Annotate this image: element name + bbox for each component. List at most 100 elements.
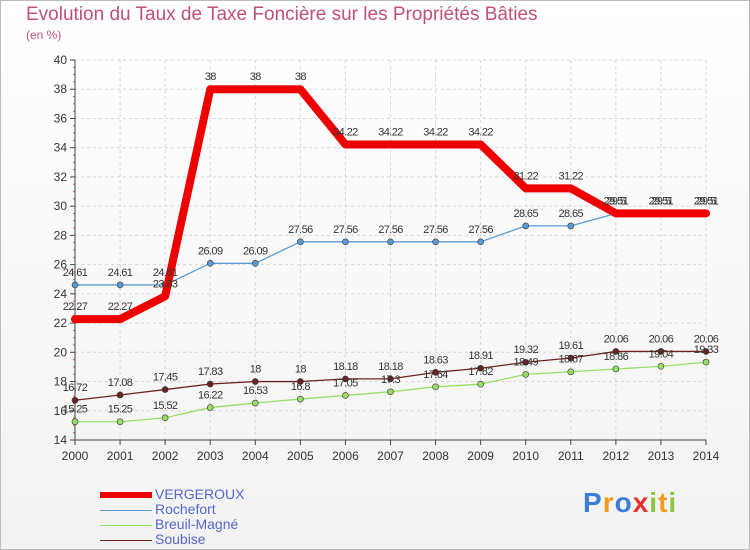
data-label: 31.22: [559, 170, 584, 182]
data-labels: 22.27 22.27 23.83 38 38 38 34.22 34.22 34.22 34.2…: [63, 71, 720, 416]
data-point: [612, 348, 620, 355]
data-point: [342, 392, 349, 399]
data-point: [117, 316, 124, 323]
data-point: [657, 210, 664, 217]
data-point: [116, 281, 124, 289]
data-label: 19.04: [649, 348, 674, 360]
x-tick-label: 2010: [512, 449, 539, 463]
data-label: 24.61: [108, 267, 133, 279]
data-label: 24.61: [63, 267, 88, 279]
x-tick-label: 2003: [197, 449, 224, 463]
axes: 14 16 18 20 22 24 26 28 30 32 34 36 38 40 2000 2001 2002…: [54, 53, 720, 463]
logo-letter: x: [632, 487, 650, 518]
legend-label: VERGEROUX: [155, 486, 245, 502]
data-point: [387, 388, 394, 396]
data-label: 29.5: [696, 195, 715, 207]
data-point: [567, 354, 575, 362]
data-label: 17.82: [468, 366, 493, 378]
y-tick-label: 14: [54, 433, 68, 447]
data-label: 29.5: [606, 195, 625, 207]
data-label: 17.08: [108, 377, 133, 389]
data-label: 18: [295, 364, 307, 376]
data-label: 17.83: [198, 366, 223, 378]
data-point: [297, 378, 304, 385]
x-tick-label: 2009: [467, 449, 494, 463]
data-point: [297, 395, 304, 403]
y-tick-label: 30: [54, 199, 68, 213]
data-point: [297, 86, 304, 93]
legend-label: Rochefort: [155, 501, 216, 517]
x-tick-label: 2013: [648, 449, 675, 463]
data-label: 18.63: [423, 354, 448, 366]
data-label: 22.27: [108, 301, 133, 313]
data-point: [657, 348, 665, 355]
data-point: [161, 414, 169, 422]
legend-label: Soubise: [155, 531, 206, 547]
logo-letter: i: [668, 487, 678, 518]
data-point: [477, 380, 484, 388]
data-point: [612, 210, 619, 217]
logo-letter: i: [649, 487, 659, 518]
data-label: 15.52: [153, 400, 178, 412]
x-tick-label: 2004: [242, 449, 269, 463]
data-label: 38: [250, 71, 262, 83]
chart-title: Evolution du Taux de Taxe Foncière sur l…: [26, 4, 538, 25]
data-label: 34.22: [468, 126, 493, 138]
data-point: [206, 380, 214, 388]
data-point: [251, 378, 259, 385]
legend-swatch-soubise: [100, 539, 152, 541]
data-label: 19.33: [694, 344, 719, 356]
data-label: 17.3: [381, 374, 400, 386]
data-point: [206, 259, 214, 267]
logo-letter: t: [658, 487, 669, 518]
data-label: 34.22: [378, 126, 403, 138]
y-tick-label: 38: [54, 82, 68, 96]
data-point: [477, 141, 484, 148]
data-label: 26.09: [198, 245, 223, 257]
data-label: 24.61: [153, 267, 178, 279]
data-label: 16.22: [198, 390, 223, 402]
data-label: 15.25: [63, 404, 88, 416]
data-point: [522, 358, 530, 366]
data-label: 28.65: [559, 208, 584, 220]
data-point: [567, 185, 574, 192]
x-tick-label: 2002: [152, 449, 179, 463]
legend-label: Breuil-Magné: [155, 516, 239, 532]
legend-swatch-breuil-magne: [100, 524, 152, 526]
data-point: [432, 238, 439, 246]
data-label: 18.91: [468, 350, 493, 362]
data-label: 27.56: [288, 224, 313, 236]
data-point: [702, 358, 710, 366]
x-tick-label: 2008: [422, 449, 449, 463]
data-point: [432, 383, 439, 391]
logo-letter: r: [602, 487, 615, 518]
data-label: 15.25: [108, 404, 133, 416]
y-tick-label: 28: [54, 228, 68, 242]
data-label: 23.83: [153, 278, 178, 290]
data-label: 18: [250, 364, 262, 376]
proxiti-logo: Proxiti: [583, 487, 677, 519]
y-tick-label: 20: [54, 345, 68, 359]
chart-subtitle: (en %): [26, 28, 62, 42]
data-label: 17.05: [333, 377, 358, 389]
x-tick-label: 2014: [693, 449, 720, 463]
data-label: 27.56: [423, 224, 448, 236]
data-point: [567, 222, 575, 230]
data-point: [432, 369, 439, 376]
x-tick-label: 2006: [332, 449, 359, 463]
y-tick-label: 22: [54, 316, 68, 330]
y-tick-label: 32: [54, 170, 68, 184]
data-point: [522, 222, 530, 230]
data-label: 18.67: [559, 354, 584, 366]
data-point: [71, 281, 79, 289]
data-label: 34.22: [333, 126, 358, 138]
data-point: [477, 238, 484, 246]
data-label: 34.22: [423, 126, 448, 138]
y-tick-label: 24: [54, 287, 68, 301]
logo-letter: P: [583, 487, 603, 518]
data-point: [251, 399, 259, 407]
data-point: [702, 348, 710, 355]
y-tick-label: 16: [54, 404, 68, 418]
